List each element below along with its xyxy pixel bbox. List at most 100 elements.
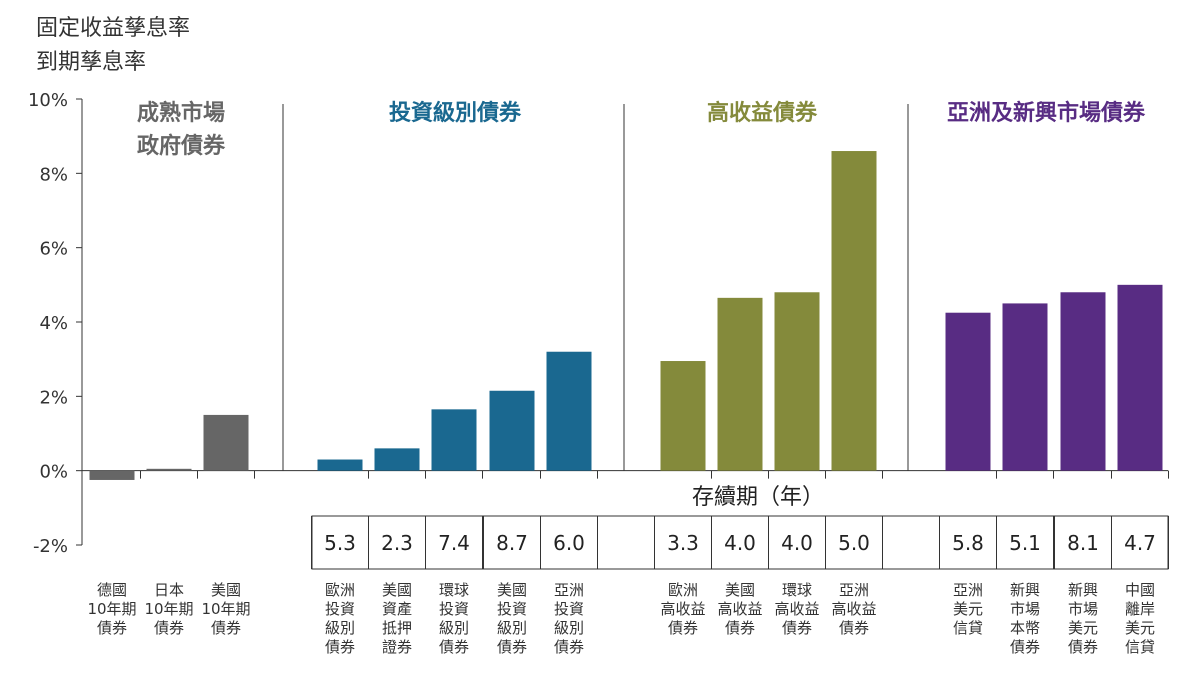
category-label: 抵押 [382,619,412,637]
duration-value: 2.3 [381,531,413,555]
category-label: 亞洲 [839,581,869,599]
bar [1002,303,1048,471]
category-label: 投資 [554,600,584,618]
y-tick-label: 8% [39,164,68,185]
category-label: 債券 [211,619,241,637]
category-label: 10年期 [87,600,136,618]
category-label: 離岸 [1125,600,1155,618]
bar [203,414,249,471]
category-label: 環球 [439,581,469,599]
category-label: 債券 [554,638,584,656]
category-label: 投資 [325,600,355,618]
group-title: 成熟市場 [137,100,225,126]
chart-title: 固定收益孳息率 [36,16,191,41]
category-label: 美國 [725,581,755,599]
category-label: 債券 [839,619,869,637]
duration-value: 4.0 [781,531,813,555]
category-label: 級別 [554,619,584,637]
group-title: 投資級別債券 [389,100,522,126]
category-label: 投資 [497,600,527,618]
category-label: 高收益 [774,600,819,618]
duration-value: 6.0 [553,531,585,555]
bar [146,468,192,471]
chart-subtitle: 到期孳息率 [36,50,147,75]
category-label: 債券 [1010,638,1040,656]
y-tick-label: 2% [39,387,68,408]
category-label: 債券 [668,619,698,637]
category-label: 高收益 [831,600,876,618]
category-label: 市場 [1068,600,1098,618]
category-label: 高收益 [660,600,705,618]
y-tick-label: -2% [33,536,68,557]
duration-value: 7.4 [438,531,470,555]
group-title: 亞洲及新興市場債券 [947,100,1146,126]
category-label: 債券 [497,638,527,656]
category-label: 債券 [97,619,127,637]
category-label: 債券 [725,619,755,637]
duration-value: 8.1 [1067,531,1099,555]
category-label: 歐洲 [668,581,698,599]
category-label: 美國 [497,581,527,599]
category-label: 債券 [1068,638,1098,656]
group-title: 高收益債券 [707,100,818,126]
y-tick-label: 10% [28,90,68,111]
bar [1117,284,1163,471]
category-label: 新興 [1068,581,1098,599]
duration-value: 8.7 [496,531,528,555]
category-label: 債券 [154,619,184,637]
bar [945,312,991,471]
category-label: 中國 [1125,581,1155,599]
category-label: 高收益 [717,600,762,618]
category-label: 級別 [439,619,469,637]
category-label: 市場 [1010,600,1040,618]
category-label: 環球 [782,581,812,599]
bar [831,151,877,471]
duration-value: 5.3 [324,531,356,555]
bar [431,409,477,471]
duration-value: 5.0 [838,531,870,555]
bar [489,390,535,471]
category-label: 美元 [1068,619,1098,637]
bar [660,361,706,471]
duration-value: 3.3 [667,531,699,555]
category-label: 級別 [497,619,527,637]
bar [1060,292,1106,471]
category-label: 德國 [97,581,127,599]
bar [717,297,763,471]
category-label: 信貸 [1125,638,1155,656]
category-label: 美國 [211,581,241,599]
duration-value: 4.0 [724,531,756,555]
category-label: 歐洲 [325,581,355,599]
category-label: 亞洲 [953,581,983,599]
category-label: 資產 [382,600,412,618]
duration-value: 4.7 [1124,531,1156,555]
category-label: 債券 [439,638,469,656]
duration-value: 5.8 [952,531,984,555]
y-tick-label: 0% [39,462,68,483]
category-label: 證券 [382,638,412,656]
bar [89,470,135,480]
category-label: 本幣 [1010,619,1040,637]
category-label: 美國 [382,581,412,599]
bar [317,459,363,471]
category-label: 亞洲 [554,581,584,599]
category-label: 美元 [1125,619,1155,637]
category-label: 債券 [325,638,355,656]
category-label: 日本 [154,581,184,599]
category-label: 級別 [325,619,355,637]
category-label: 投資 [439,600,469,618]
duration-title: 存續期（年） [692,485,824,510]
bar [374,448,420,471]
category-label: 信貸 [953,619,983,637]
y-tick-label: 4% [39,313,68,334]
category-label: 美元 [953,600,983,618]
bar [546,351,592,471]
y-tick-label: 6% [39,239,68,260]
bar [774,292,820,471]
category-label: 債券 [782,619,812,637]
category-label: 10年期 [144,600,193,618]
category-label: 10年期 [201,600,250,618]
duration-value: 5.1 [1009,531,1041,555]
category-label: 新興 [1010,581,1040,599]
